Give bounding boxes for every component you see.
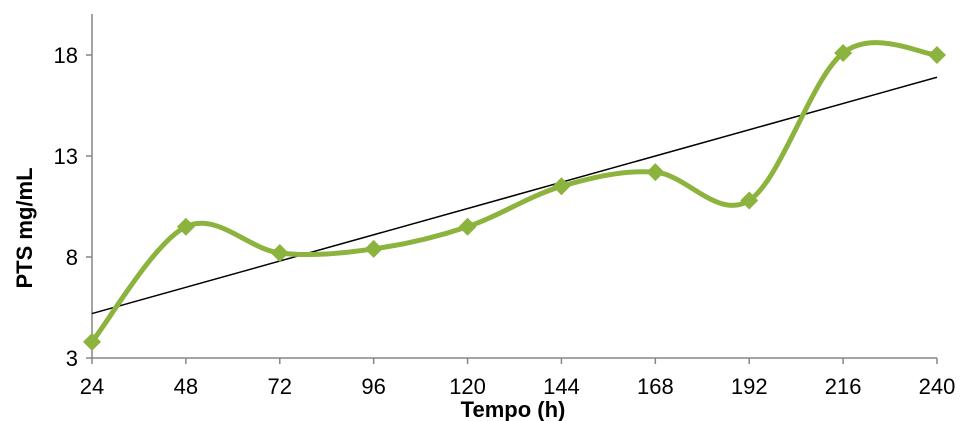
x-tick-label: 72 bbox=[268, 374, 292, 399]
y-axis: 3 8 13 18 bbox=[54, 14, 93, 371]
data-point bbox=[364, 239, 383, 258]
y-tick-label: 3 bbox=[66, 346, 78, 371]
x-tick-label: 192 bbox=[731, 374, 768, 399]
series-line bbox=[89, 40, 940, 345]
y-axis-title: PTS mg/mL bbox=[12, 167, 37, 288]
y-tick-label: 18 bbox=[54, 43, 78, 68]
x-tick-label: 240 bbox=[919, 374, 956, 399]
y-tick-label: 13 bbox=[54, 144, 78, 169]
data-point bbox=[552, 177, 571, 196]
x-tick-label: 144 bbox=[543, 374, 580, 399]
x-tick-label: 48 bbox=[174, 374, 198, 399]
data-point bbox=[646, 163, 665, 182]
x-axis-title: Tempo (h) bbox=[461, 397, 566, 421]
data-point bbox=[740, 191, 759, 210]
data-point bbox=[458, 217, 477, 236]
x-tick-label: 24 bbox=[80, 374, 104, 399]
x-axis: 24 48 72 96 120 144 168 192 216 240 bbox=[80, 357, 956, 399]
x-tick-label: 216 bbox=[825, 374, 862, 399]
y-tick-label: 8 bbox=[66, 245, 78, 270]
x-tick-label: 120 bbox=[449, 374, 486, 399]
x-tick-label: 96 bbox=[361, 374, 385, 399]
data-point bbox=[176, 217, 195, 236]
data-point bbox=[834, 43, 853, 62]
x-tick-label: 168 bbox=[637, 374, 674, 399]
data-points bbox=[83, 43, 946, 351]
data-point bbox=[83, 332, 101, 351]
data-point bbox=[270, 243, 289, 262]
data-point bbox=[928, 46, 946, 64]
trendline bbox=[91, 76, 938, 315]
